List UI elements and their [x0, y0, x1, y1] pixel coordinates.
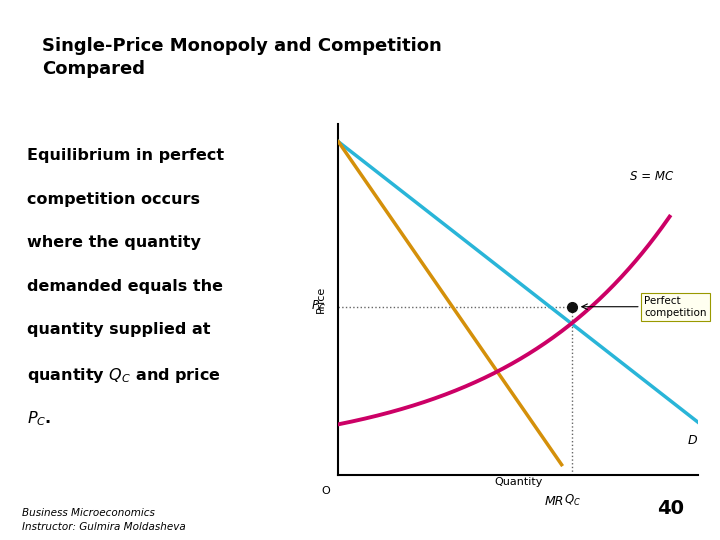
X-axis label: Quantity: Quantity	[494, 477, 543, 487]
Text: quantity $Q_C$ and price: quantity $Q_C$ and price	[27, 366, 221, 384]
Text: where the quantity: where the quantity	[27, 235, 201, 250]
Text: $P_C$: $P_C$	[311, 299, 325, 314]
Text: S = MC: S = MC	[630, 170, 673, 184]
Text: Perfect
competition: Perfect competition	[644, 296, 707, 318]
Text: MR: MR	[545, 495, 564, 508]
Text: D: D	[688, 434, 697, 447]
Text: Price: Price	[315, 286, 325, 313]
Text: Single-Price Monopoly and Competition
Compared: Single-Price Monopoly and Competition Co…	[42, 37, 441, 78]
Text: competition occurs: competition occurs	[27, 192, 200, 207]
Text: quantity supplied at: quantity supplied at	[27, 322, 211, 337]
Text: Equilibrium in perfect: Equilibrium in perfect	[27, 148, 225, 163]
Text: 40: 40	[657, 500, 684, 518]
Text: demanded equals the: demanded equals the	[27, 279, 223, 294]
Text: O: O	[321, 486, 330, 496]
Text: $P_C$.: $P_C$.	[27, 409, 52, 428]
Text: Business Microeconomics
Instructor: Gulmira Moldasheva: Business Microeconomics Instructor: Gulm…	[22, 508, 185, 531]
Text: $Q_C$: $Q_C$	[564, 492, 581, 508]
